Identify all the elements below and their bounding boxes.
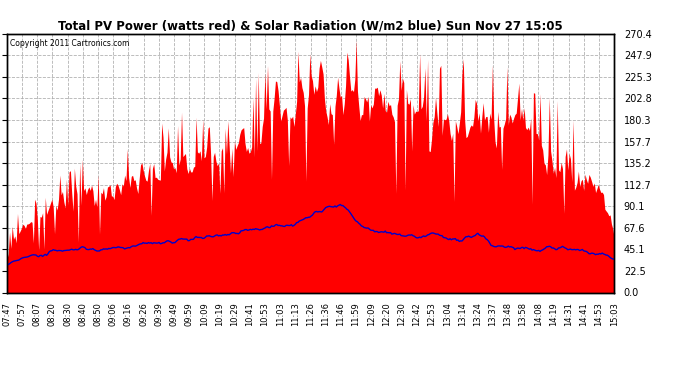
Text: Copyright 2011 Cartronics.com: Copyright 2011 Cartronics.com [10, 39, 129, 48]
Title: Total PV Power (watts red) & Solar Radiation (W/m2 blue) Sun Nov 27 15:05: Total PV Power (watts red) & Solar Radia… [58, 20, 563, 33]
